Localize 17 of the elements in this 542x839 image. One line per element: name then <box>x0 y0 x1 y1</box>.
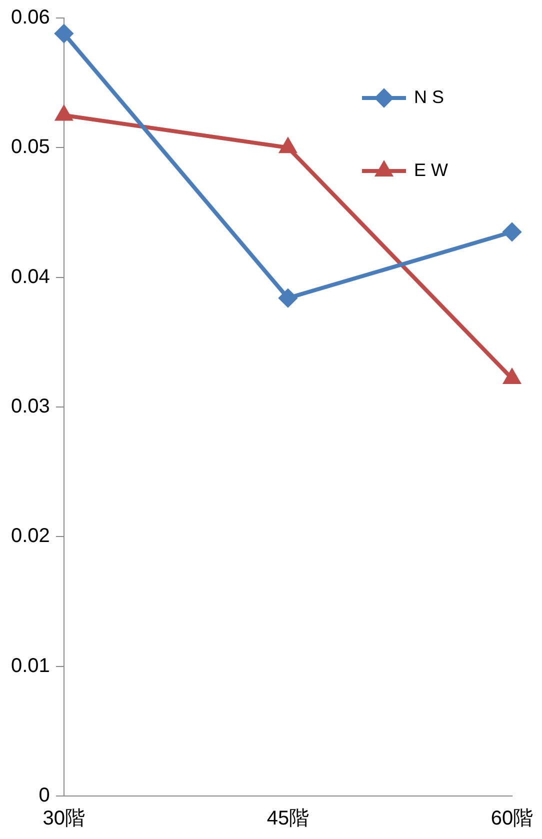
y-tick-label: 0.04 <box>10 266 50 288</box>
point <box>503 222 521 241</box>
y-tick-label: 0.05 <box>10 136 50 158</box>
x-tick-label: 60階 <box>490 808 534 830</box>
x-tick-label: 30階 <box>42 808 86 830</box>
point <box>54 24 73 43</box>
point <box>504 369 520 384</box>
y-tick-label: 0.02 <box>10 525 50 548</box>
legend-label: N S <box>414 86 444 107</box>
x-tick-label: 45階 <box>266 808 310 830</box>
legend-label: E W <box>414 160 448 180</box>
y-tick-label: 0.01 <box>10 654 50 677</box>
y-tick-label: 0.06 <box>10 6 50 29</box>
point <box>280 138 296 154</box>
y-tick-label: 0 <box>38 784 50 807</box>
point <box>56 106 72 121</box>
y-tick-label: 0.03 <box>10 396 50 418</box>
